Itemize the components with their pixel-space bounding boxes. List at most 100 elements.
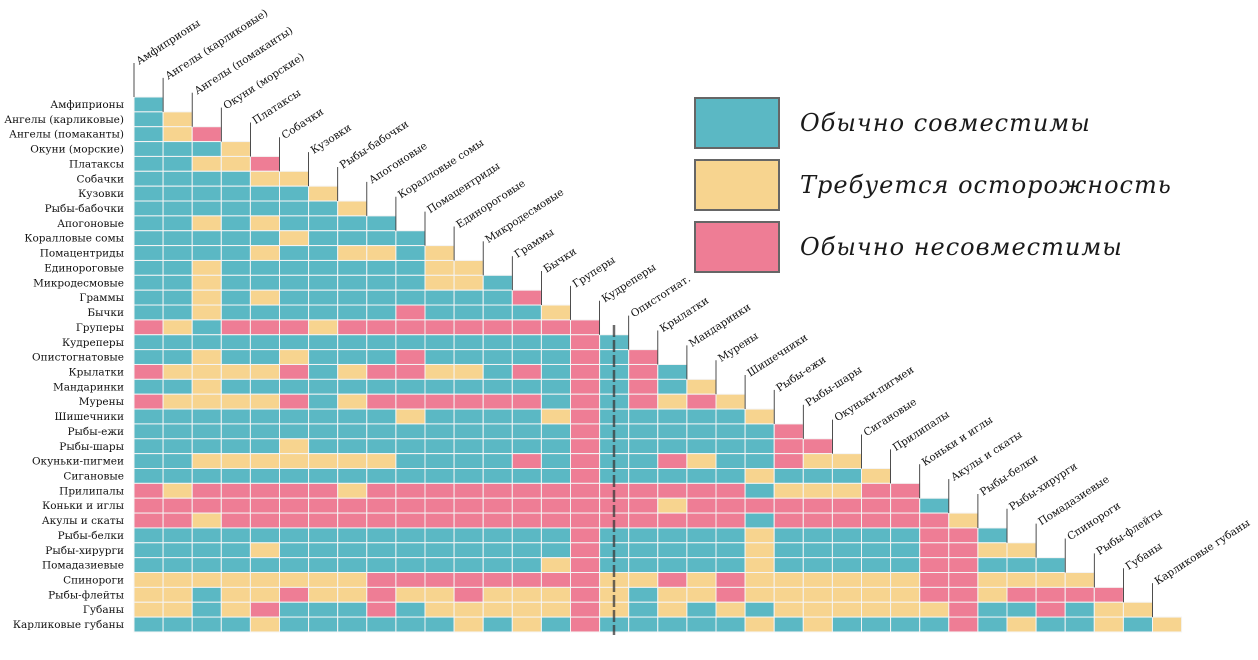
matrix-cell <box>831 527 863 544</box>
matrix-cell <box>395 453 426 470</box>
row-label: Апогоновые <box>57 218 124 230</box>
matrix-cell <box>570 482 601 499</box>
matrix-cell <box>337 259 368 276</box>
matrix-cell <box>628 468 659 484</box>
matrix-cell <box>191 586 222 603</box>
matrix-cell <box>279 304 310 321</box>
matrix-cell <box>133 423 164 440</box>
matrix-cell <box>337 349 368 365</box>
matrix-cell <box>366 274 397 291</box>
matrix-cell <box>249 616 280 633</box>
row-label: Бычки <box>87 307 124 319</box>
matrix-cell <box>570 616 601 633</box>
matrix-cell <box>773 527 804 544</box>
matrix-cell <box>395 586 426 603</box>
matrix-cell <box>890 572 921 588</box>
matrix-cell <box>570 408 601 425</box>
matrix-cell <box>249 438 280 455</box>
matrix-cell <box>482 289 513 306</box>
matrix-cell <box>1093 586 1124 603</box>
matrix-cell <box>948 527 979 544</box>
matrix-cell <box>337 438 368 455</box>
matrix-cell <box>657 512 688 529</box>
matrix-cell <box>715 586 746 603</box>
matrix-cell <box>337 319 368 336</box>
matrix-cell <box>395 542 426 559</box>
matrix-cell <box>279 423 310 440</box>
matrix-cell <box>657 438 688 455</box>
matrix-cell <box>511 557 542 574</box>
matrix-cell <box>628 616 659 633</box>
matrix-cell <box>1006 557 1037 574</box>
matrix-cell <box>511 304 542 321</box>
matrix-cell <box>395 289 426 306</box>
matrix-cell <box>1064 616 1095 633</box>
matrix-cell <box>511 319 542 336</box>
matrix-cell <box>686 453 717 470</box>
matrix-cell <box>133 289 164 306</box>
matrix-cell <box>133 170 164 187</box>
matrix-cell <box>191 512 222 529</box>
matrix-cell <box>1006 572 1037 588</box>
matrix-cell <box>453 453 484 470</box>
matrix-cell <box>482 527 513 544</box>
matrix-cell <box>366 408 397 425</box>
matrix-cell <box>191 289 222 306</box>
matrix-cell <box>162 542 193 559</box>
matrix-cell <box>337 393 368 410</box>
matrix-cell <box>133 96 164 113</box>
matrix-cell <box>308 185 339 202</box>
matrix-cell <box>861 586 892 603</box>
matrix-cell <box>482 363 513 380</box>
matrix-cell <box>540 438 572 455</box>
matrix-cell <box>279 438 310 455</box>
matrix-cell <box>802 527 833 544</box>
matrix-cell <box>220 482 251 499</box>
matrix-cell <box>191 319 222 336</box>
matrix-cell <box>162 393 193 410</box>
matrix-cell <box>715 423 746 440</box>
matrix-cell <box>424 363 455 380</box>
matrix-cell <box>162 557 193 574</box>
matrix-cell <box>337 423 368 440</box>
row-label: Сигановые <box>63 471 124 483</box>
matrix-cell <box>831 512 863 529</box>
matrix-cell <box>191 423 222 440</box>
matrix-cell <box>657 423 688 440</box>
matrix-cell <box>220 527 251 544</box>
matrix-cell <box>308 274 339 291</box>
matrix-cell <box>308 572 339 588</box>
matrix-cell <box>191 616 222 633</box>
matrix-cell <box>337 601 368 618</box>
matrix-cell <box>861 468 892 484</box>
matrix-cell <box>162 126 193 143</box>
matrix-cell <box>1006 542 1037 559</box>
matrix-cell <box>162 363 193 380</box>
matrix-cell <box>249 586 280 603</box>
row-label: Карликовые губаны <box>13 619 124 631</box>
matrix-cell <box>162 155 193 172</box>
matrix-cell <box>628 393 659 410</box>
matrix-cell <box>249 304 280 321</box>
row-label: Груперы <box>76 322 124 334</box>
matrix-cell <box>133 215 164 232</box>
matrix-cell <box>308 527 339 544</box>
matrix-cell <box>628 349 659 365</box>
matrix-cell <box>482 378 513 395</box>
matrix-cell <box>686 557 717 574</box>
matrix-cell <box>395 468 426 484</box>
matrix-cell <box>715 408 746 425</box>
matrix-cell <box>366 438 397 455</box>
matrix-cell <box>482 408 513 425</box>
matrix-cell <box>773 616 804 633</box>
matrix-cell <box>366 512 397 529</box>
matrix-cell <box>744 616 775 633</box>
matrix-cell <box>773 586 804 603</box>
row-label: Единороговые <box>44 262 124 274</box>
matrix-cell <box>540 423 572 440</box>
row-label: Прилипалы <box>59 485 124 497</box>
matrix-cell <box>453 497 484 514</box>
matrix-cell <box>191 200 222 217</box>
matrix-cell <box>366 468 397 484</box>
matrix-cell <box>162 572 193 588</box>
